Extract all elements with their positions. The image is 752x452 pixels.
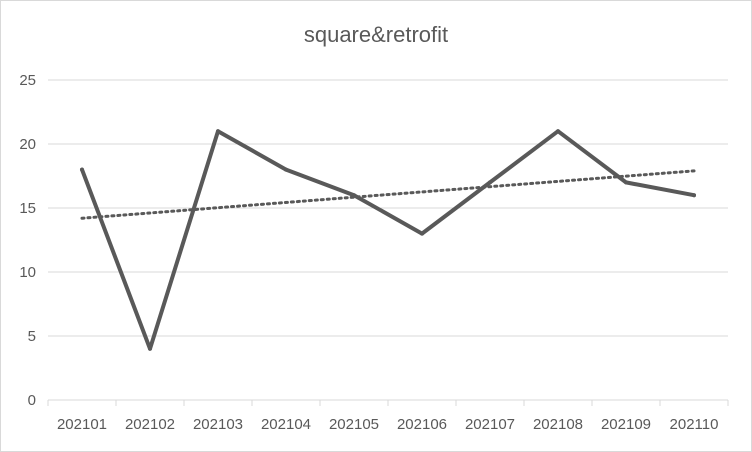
series-group — [80, 129, 696, 351]
chart-title: square&retrofit — [303, 22, 449, 47]
y-tick-label: 5 — [28, 328, 36, 345]
y-tick-label: 25 — [19, 72, 36, 89]
series-line — [80, 129, 696, 351]
x-tick-label: 202108 — [533, 416, 583, 433]
trendline — [80, 169, 696, 220]
gridlines — [48, 79, 728, 337]
x-tick-label: 202103 — [193, 416, 243, 433]
x-tick-label: 202109 — [601, 416, 651, 433]
data-point — [556, 129, 560, 134]
y-tick-label: 10 — [19, 264, 36, 281]
x-tick-label: 202101 — [57, 416, 107, 433]
x-tick-label: 202102 — [125, 416, 175, 433]
data-point — [488, 180, 492, 185]
x-tick-label: 202106 — [397, 416, 447, 433]
data-point — [624, 180, 628, 185]
data-point — [148, 346, 152, 351]
data-point — [80, 167, 84, 172]
data-point — [420, 231, 424, 236]
x-axis — [47, 399, 729, 406]
data-point — [216, 129, 220, 134]
x-tick-label: 202105 — [329, 416, 379, 433]
y-tick-label: 20 — [19, 136, 36, 153]
data-point — [692, 193, 696, 198]
x-tick-label: 202107 — [465, 416, 515, 433]
data-point — [352, 193, 356, 198]
x-tick-label: 202110 — [670, 416, 719, 433]
x-axis-tick-labels: 202101 202102 202103 202104 202105 202106 2021… — [57, 416, 719, 433]
y-axis-tick-labels: 0 5 10 15 20 25 — [19, 72, 36, 409]
x-tick-label: 202104 — [261, 416, 311, 433]
data-point — [284, 167, 288, 172]
trendline-group — [80, 169, 696, 220]
y-tick-label: 0 — [28, 392, 36, 409]
y-tick-label: 15 — [19, 200, 36, 217]
